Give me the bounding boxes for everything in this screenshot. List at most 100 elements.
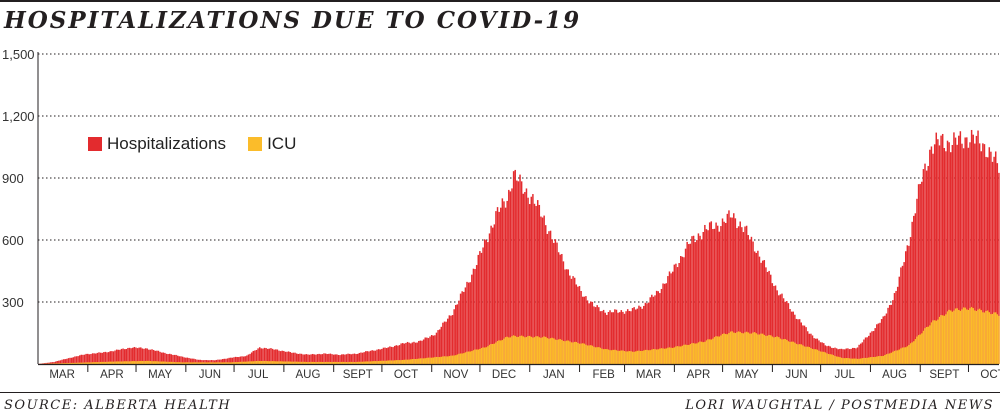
bar-icu [949,310,952,364]
bar-hospitalizations [872,331,875,364]
bar-icu [572,342,574,364]
bar-hospitalizations [956,144,958,364]
bar-icu [890,352,893,364]
bar-icu [819,351,822,364]
bar-icu [728,333,730,364]
bar-icu [731,331,733,364]
bar-icu [316,361,319,364]
bar-icu [212,362,214,364]
bar-hospitalizations [495,211,497,364]
bar-icu [959,310,962,364]
axes [37,52,999,372]
bar-icu [665,348,668,364]
bar-hospitalizations [964,137,966,364]
bar-hospitalizations [577,286,579,364]
bar-icu [697,342,700,364]
bar-hospitalizations [281,350,283,364]
bar-hospitalizations [710,221,713,364]
bar-hospitalizations [172,354,174,364]
bar-icu [377,361,380,364]
bar-icu [700,341,703,364]
bar-hospitalizations [463,291,465,364]
bar-icu [935,320,938,364]
bar-icu [474,349,476,364]
bar-hospitalizations [191,358,193,364]
bar-hospitalizations [67,358,70,364]
bar-hospitalizations [215,359,218,364]
bar-hospitalizations [519,174,521,364]
bar-hospitalizations [917,184,920,364]
bar-hospitalizations [331,354,333,364]
bar-icu [623,351,626,364]
bar-icu [130,361,132,364]
bar-icu [803,346,806,364]
bar-icu [806,346,809,364]
bar-hospitalizations [554,239,557,364]
bar-icu [641,350,643,364]
bar-hospitalizations [966,137,968,364]
bar-icu [802,345,804,364]
bar-hospitalizations [104,351,107,364]
bar-icu [67,363,70,364]
bar-hospitalizations [397,345,399,364]
bar-hospitalizations [516,180,518,364]
bar-hospitalizations [443,321,446,364]
bar-hospitalizations [561,253,563,364]
bar-icu [933,320,936,364]
source-credit: SOURCE: ALBERTA HEALTH [4,398,232,413]
bar-hospitalizations [694,242,696,364]
bar-icu [382,360,385,364]
bar-hospitalizations [421,340,423,364]
bar-hospitalizations [680,256,682,364]
bar-hospitalizations [91,353,94,364]
bar-icu [275,361,277,364]
bar-hospitalizations [633,307,635,364]
bar-hospitalizations [978,143,981,364]
bar-hospitalizations [96,352,99,364]
bar-icu [500,340,502,364]
bar-icu [814,349,817,364]
bar-hospitalizations [141,348,144,364]
bar-icu [763,334,766,364]
bar-hospitalizations [533,203,536,364]
bar-hospitalizations [631,308,634,364]
bar-hospitalizations [167,354,169,364]
bar-hospitalizations [935,132,938,364]
bar-icu [156,361,158,364]
bar-hospitalizations [254,350,256,364]
bar-hospitalizations [165,353,168,364]
bar-hospitalizations [469,282,471,364]
bar-hospitalizations [302,354,304,364]
bar-icu [491,343,494,364]
bar-icu [702,342,704,364]
bar-icu [154,361,156,364]
bar-hospitalizations [488,233,491,364]
bar-hospitalizations [874,328,876,364]
bar-icu [373,361,375,364]
bar-icu [424,358,426,364]
bar-icu [106,361,108,364]
bar-hospitalizations [659,293,661,364]
bar-icu [247,361,250,364]
bar-hospitalizations [729,217,732,364]
bar-hospitalizations [990,151,992,364]
bar-hospitalizations [321,354,324,364]
bar-icu [737,331,740,364]
bar-hospitalizations [643,305,645,364]
bar-icu [723,333,725,364]
bar-hospitalizations [998,172,1000,364]
bar-hospitalizations [596,305,598,364]
bar-icu [761,333,764,364]
bar-hospitalizations [455,304,457,364]
bar-icu [964,307,966,364]
bar-hospitalizations [432,335,435,364]
bar-hospitalizations [848,349,851,364]
bar-icu [556,339,558,364]
bar-hospitalizations [112,351,115,364]
bar-icu [344,361,346,364]
bar-icu [708,339,711,364]
bar-icu [308,361,311,364]
bar-hospitalizations [199,359,201,364]
bar-icu [871,356,873,364]
bar-icu [895,350,897,364]
